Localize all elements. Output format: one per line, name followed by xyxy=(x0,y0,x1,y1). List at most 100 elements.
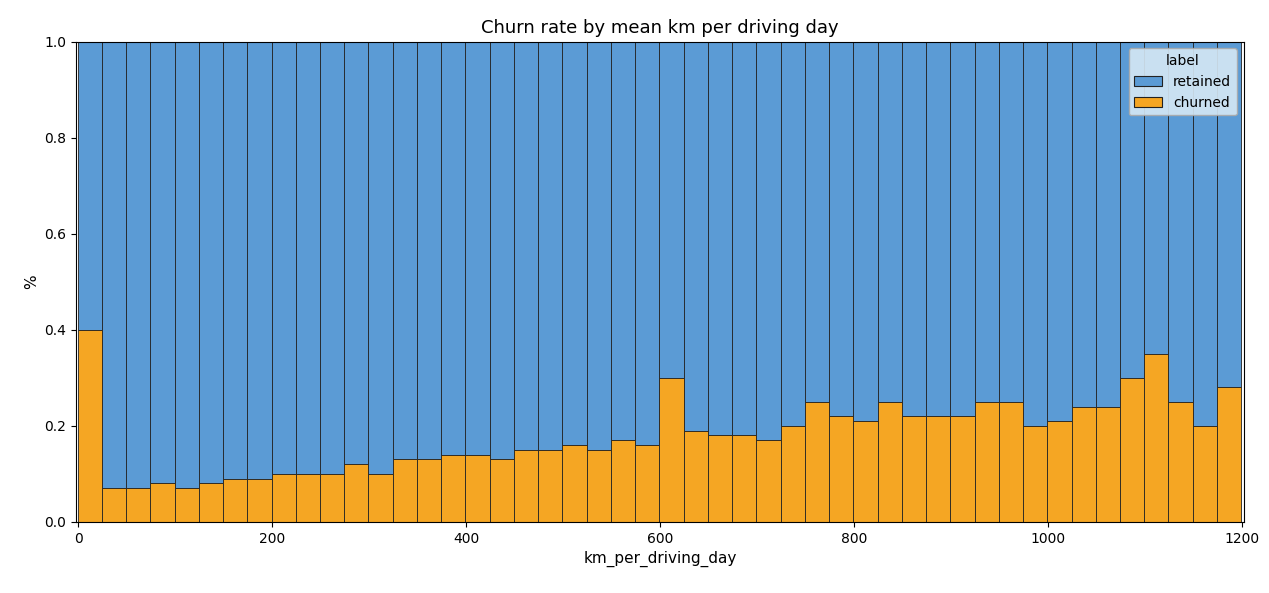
Bar xyxy=(320,42,344,474)
Bar xyxy=(636,445,660,522)
Bar xyxy=(562,42,586,445)
Bar xyxy=(708,435,732,522)
Title: Churn rate by mean km per driving day: Churn rate by mean km per driving day xyxy=(481,19,839,37)
Bar xyxy=(780,426,805,522)
Bar xyxy=(562,445,586,522)
Bar xyxy=(975,42,999,402)
Bar xyxy=(1023,42,1047,426)
Bar xyxy=(684,42,708,431)
Bar xyxy=(538,42,562,450)
Bar xyxy=(636,42,660,445)
Bar xyxy=(368,42,392,474)
Bar xyxy=(466,42,490,455)
Bar xyxy=(223,479,247,522)
Bar xyxy=(320,474,344,522)
Bar xyxy=(732,42,756,435)
Bar xyxy=(1047,42,1071,421)
Bar xyxy=(272,42,296,474)
Bar xyxy=(77,42,102,330)
Bar xyxy=(1121,42,1145,378)
Bar xyxy=(490,460,514,522)
Bar xyxy=(1121,378,1145,522)
Bar xyxy=(538,450,562,522)
Bar xyxy=(247,479,272,522)
Bar xyxy=(126,488,150,522)
Bar xyxy=(199,483,223,522)
Bar xyxy=(610,440,636,522)
Bar xyxy=(344,42,368,464)
Bar xyxy=(199,42,223,483)
Bar xyxy=(660,378,684,522)
Bar xyxy=(296,474,320,522)
Bar xyxy=(150,483,175,522)
Bar xyxy=(660,42,684,378)
Bar xyxy=(1217,42,1241,387)
Bar xyxy=(442,455,466,522)
Bar xyxy=(77,330,102,522)
Legend: retained, churned: retained, churned xyxy=(1128,49,1237,116)
Bar xyxy=(805,42,829,402)
Bar xyxy=(175,42,199,488)
Bar xyxy=(902,416,926,522)
Bar xyxy=(878,402,902,522)
Bar xyxy=(708,42,732,435)
Bar xyxy=(853,421,878,522)
Bar xyxy=(150,42,175,483)
Bar xyxy=(344,464,368,522)
Bar xyxy=(1023,426,1047,522)
Bar xyxy=(1145,42,1169,353)
Bar xyxy=(514,42,538,450)
Bar xyxy=(1193,426,1217,522)
Bar xyxy=(175,488,199,522)
Bar xyxy=(418,42,442,460)
Bar xyxy=(756,440,780,522)
Bar xyxy=(368,474,392,522)
Bar xyxy=(418,460,442,522)
Bar xyxy=(902,42,926,416)
Bar xyxy=(126,42,150,488)
Bar xyxy=(780,42,805,426)
Bar xyxy=(853,42,878,421)
Bar xyxy=(586,450,610,522)
X-axis label: km_per_driving_day: km_per_driving_day xyxy=(584,551,736,568)
Bar xyxy=(247,42,272,479)
Bar xyxy=(829,416,853,522)
Bar xyxy=(950,42,975,416)
Bar xyxy=(805,402,829,522)
Bar xyxy=(1145,353,1169,522)
Bar xyxy=(610,42,636,440)
Bar xyxy=(1095,407,1121,522)
Bar xyxy=(392,460,418,522)
Bar xyxy=(1095,42,1121,407)
Bar xyxy=(514,450,538,522)
Bar xyxy=(1071,407,1095,522)
Bar xyxy=(999,42,1023,402)
Bar xyxy=(466,455,490,522)
Y-axis label: %: % xyxy=(24,275,39,289)
Bar xyxy=(829,42,853,416)
Bar xyxy=(1169,402,1193,522)
Bar xyxy=(223,42,247,479)
Bar xyxy=(1071,42,1095,407)
Bar xyxy=(975,402,999,522)
Bar xyxy=(586,42,610,450)
Bar xyxy=(1193,42,1217,426)
Bar xyxy=(102,488,126,522)
Bar xyxy=(999,402,1023,522)
Bar xyxy=(732,435,756,522)
Bar xyxy=(1047,421,1071,522)
Bar xyxy=(1217,387,1241,522)
Bar xyxy=(950,416,975,522)
Bar xyxy=(392,42,418,460)
Bar xyxy=(926,42,950,416)
Bar xyxy=(490,42,514,460)
Bar xyxy=(1169,42,1193,402)
Bar xyxy=(296,42,320,474)
Bar xyxy=(684,431,708,522)
Bar xyxy=(878,42,902,402)
Bar xyxy=(442,42,466,455)
Bar xyxy=(926,416,950,522)
Bar xyxy=(756,42,780,440)
Bar xyxy=(102,42,126,488)
Bar xyxy=(272,474,296,522)
